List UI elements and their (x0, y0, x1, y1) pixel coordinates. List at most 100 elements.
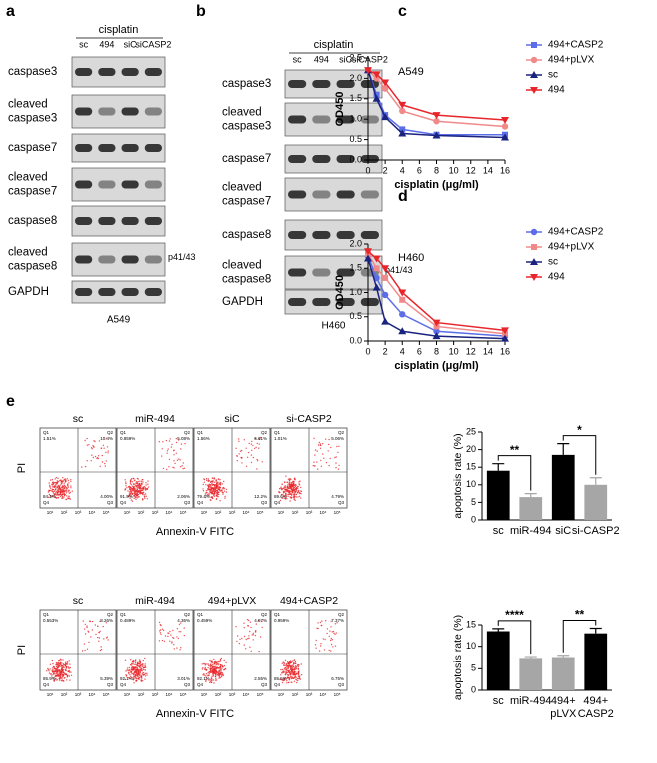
event-dot (139, 672, 141, 674)
event-dot (139, 660, 141, 662)
event-dot (300, 674, 303, 676)
quadrant-name: Q3 (184, 500, 191, 505)
event-dot (283, 662, 285, 664)
event-dot (288, 671, 290, 674)
event-dot (69, 498, 71, 500)
event-dot (132, 488, 135, 491)
event-dot (221, 483, 224, 485)
flow-tick-label: 10⁴ (89, 692, 96, 697)
event-dot (63, 489, 65, 492)
band (75, 180, 93, 189)
point (373, 274, 380, 282)
event-dot (51, 479, 54, 481)
event-dot (253, 447, 256, 450)
y-tick-label: 0 (471, 684, 476, 694)
event-dot (62, 477, 64, 479)
event-dot (107, 452, 109, 454)
event-dot (173, 460, 175, 462)
x-tick-label: miR-494 (510, 525, 552, 537)
legend-label: 494+CASP2 (548, 227, 604, 238)
event-dot (337, 451, 339, 453)
quadrant-name: Q3 (338, 500, 345, 505)
event-dot (126, 487, 128, 489)
event-dot (213, 478, 215, 480)
event-dot (216, 487, 218, 489)
event-dot (53, 672, 55, 675)
event-dot (284, 481, 286, 484)
event-dot (218, 666, 221, 669)
event-dot (329, 630, 331, 632)
event-dot (239, 450, 242, 452)
event-dot (70, 674, 73, 676)
event-dot (235, 447, 237, 449)
event-dot (294, 673, 297, 676)
event-dot (169, 438, 171, 440)
event-dot (224, 667, 226, 670)
band (144, 255, 162, 264)
event-dot (214, 490, 217, 492)
event-dot (161, 455, 163, 457)
event-dot (138, 496, 140, 498)
event-dot (54, 673, 56, 675)
event-dot (95, 633, 97, 636)
event-dot (50, 490, 53, 492)
event-dot (291, 485, 293, 487)
band (336, 231, 355, 239)
event-dot (243, 622, 245, 624)
event-dot (146, 498, 148, 500)
point (373, 265, 380, 272)
event-dot (217, 664, 219, 666)
event-dot (173, 450, 175, 452)
event-dot (138, 485, 140, 488)
event-dot (144, 657, 146, 660)
event-dot (288, 679, 291, 681)
event-dot (209, 668, 211, 670)
event-dot (207, 479, 209, 482)
event-dot (51, 483, 53, 486)
event-dot (70, 485, 72, 487)
quadrant-percent: 2.55% (254, 676, 267, 681)
quadrant-name: Q2 (184, 430, 191, 435)
event-dot (294, 488, 297, 490)
event-dot (158, 621, 161, 624)
event-dot (180, 622, 182, 624)
event-dot (332, 646, 334, 648)
quadrant-percent: 1.01% (274, 436, 287, 441)
event-dot (59, 488, 61, 490)
event-dot (125, 481, 127, 483)
event-dot (213, 495, 216, 497)
event-dot (97, 636, 99, 639)
event-dot (211, 483, 213, 485)
event-dot (284, 485, 287, 487)
event-dot (136, 493, 139, 495)
event-dot (295, 672, 298, 675)
point (364, 67, 372, 75)
event-dot (130, 664, 132, 666)
event-dot (203, 673, 205, 675)
event-dot (218, 669, 220, 672)
event-dot (63, 478, 65, 481)
event-dot (322, 638, 324, 640)
event-dot (141, 673, 143, 675)
event-dot (52, 662, 54, 665)
event-dot (218, 673, 220, 676)
event-dot (254, 634, 257, 637)
point (501, 117, 509, 125)
event-dot (213, 669, 216, 671)
significance-bracket (562, 619, 597, 653)
event-dot (176, 459, 179, 461)
event-dot (48, 489, 50, 491)
event-dot (62, 670, 64, 672)
point (399, 107, 406, 115)
panel-letter: b (196, 3, 206, 20)
quadrant-percent: 8.26% (100, 618, 113, 623)
quadrant-percent: 0.459% (197, 618, 212, 623)
event-dot (98, 640, 100, 642)
row-label: cleaved (222, 260, 262, 272)
event-dot (56, 679, 58, 681)
event-dot (289, 478, 291, 480)
event-dot (215, 674, 217, 676)
flow-tick-label: 10¹ (278, 510, 285, 515)
event-dot (142, 668, 145, 671)
event-dot (207, 672, 209, 674)
